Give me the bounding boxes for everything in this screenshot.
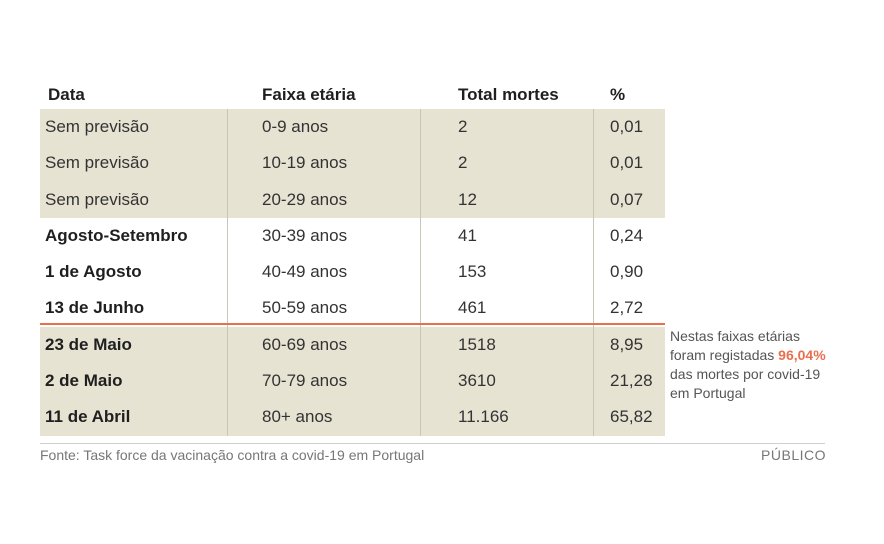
column-divider bbox=[227, 109, 228, 436]
cell-total-deaths: 11.166 bbox=[458, 407, 509, 427]
cell-date: Sem previsão bbox=[45, 189, 149, 209]
cell-total-deaths: 2 bbox=[458, 117, 468, 136]
cell-percent: 0,24 bbox=[610, 225, 644, 245]
table-row: 13 de Junho 50-59 anos 461 2,72 bbox=[40, 290, 665, 326]
cell-age-group: 60-69 anos bbox=[262, 334, 348, 354]
note-text-after: das mortes por covid-19 em Portugal bbox=[670, 366, 821, 401]
cell-age-group: 20-29 anos bbox=[262, 189, 348, 209]
table-row: Sem previsão 20-29 anos 12 0,07 bbox=[40, 181, 665, 218]
cell-total-deaths: 2 bbox=[458, 153, 468, 173]
header-data: Data bbox=[48, 85, 85, 104]
cell-total-deaths: 3610 bbox=[458, 371, 496, 391]
cell-total-deaths: 41 bbox=[458, 225, 477, 245]
table-row: 11 de Abril 80+ anos 11.166 65,82 bbox=[40, 399, 665, 436]
cell-total-deaths: 153 bbox=[458, 262, 487, 282]
column-divider bbox=[420, 109, 421, 436]
highlight-divider bbox=[40, 323, 665, 325]
cell-percent: 21,28 bbox=[610, 371, 653, 391]
cell-age-group: 30-39 anos bbox=[262, 225, 348, 245]
cell-date: Sem previsão bbox=[45, 117, 149, 136]
column-divider bbox=[593, 109, 594, 436]
cell-date: 1 de Agosto bbox=[45, 262, 142, 282]
note-text-before: Nestas faixas etárias foram registadas bbox=[670, 328, 800, 363]
cell-percent: 2,72 bbox=[610, 298, 644, 318]
header-percent: % bbox=[610, 85, 626, 104]
cell-age-group: 70-79 anos bbox=[262, 371, 348, 391]
table-row: 2 de Maio 70-79 anos 3610 21,28 bbox=[40, 363, 665, 400]
table-row: Sem previsão 0-9 anos 2 0,01 bbox=[40, 109, 665, 146]
cell-total-deaths: 1518 bbox=[458, 334, 496, 354]
cell-age-group: 50-59 anos bbox=[262, 298, 348, 318]
cell-percent: 0,01 bbox=[610, 117, 644, 136]
table-header: Data Faixa etária Total mortes % bbox=[40, 82, 665, 109]
cell-date: Sem previsão bbox=[45, 153, 149, 173]
publisher-brand: PÚBLICO bbox=[761, 447, 826, 463]
cell-date: 23 de Maio bbox=[45, 334, 132, 354]
source-credit: Fonte: Task force da vacinação contra a … bbox=[40, 447, 425, 463]
cell-date: Agosto-Setembro bbox=[45, 225, 188, 245]
cell-percent: 8,95 bbox=[610, 334, 644, 354]
cell-age-group: 10-19 anos bbox=[262, 153, 348, 173]
header-faixa-etaria: Faixa etária bbox=[262, 85, 356, 104]
cell-percent: 65,82 bbox=[610, 407, 653, 427]
note-highlight-percent: 96,04% bbox=[778, 347, 826, 363]
table-row: Sem previsão 10-19 anos 2 0,01 bbox=[40, 145, 665, 182]
header-total-mortes: Total mortes bbox=[458, 85, 559, 104]
cell-age-group: 40-49 anos bbox=[262, 262, 348, 282]
cell-age-group: 80+ anos bbox=[262, 407, 333, 427]
annotation-note: Nestas faixas etárias foram registadas 9… bbox=[670, 327, 830, 403]
cell-total-deaths: 12 bbox=[458, 189, 477, 209]
cell-date: 11 de Abril bbox=[45, 407, 131, 427]
cell-date: 2 de Maio bbox=[45, 371, 123, 391]
cell-percent: 0,07 bbox=[610, 189, 644, 209]
table-row: 1 de Agosto 40-49 anos 153 0,90 bbox=[40, 254, 665, 290]
cell-percent: 0,01 bbox=[610, 153, 644, 173]
table-row: 23 de Maio 60-69 anos 1518 8,95 bbox=[40, 326, 665, 364]
cell-date: 13 de Junho bbox=[45, 298, 145, 318]
deaths-table: Data Faixa etária Total mortes % Sem pre… bbox=[40, 82, 665, 436]
table-row: Agosto-Setembro 30-39 anos 41 0,24 bbox=[40, 218, 665, 254]
cell-age-group: 0-9 anos bbox=[262, 117, 329, 136]
cell-total-deaths: 461 bbox=[458, 298, 487, 318]
footer-divider bbox=[40, 443, 825, 444]
cell-percent: 0,90 bbox=[610, 262, 644, 282]
